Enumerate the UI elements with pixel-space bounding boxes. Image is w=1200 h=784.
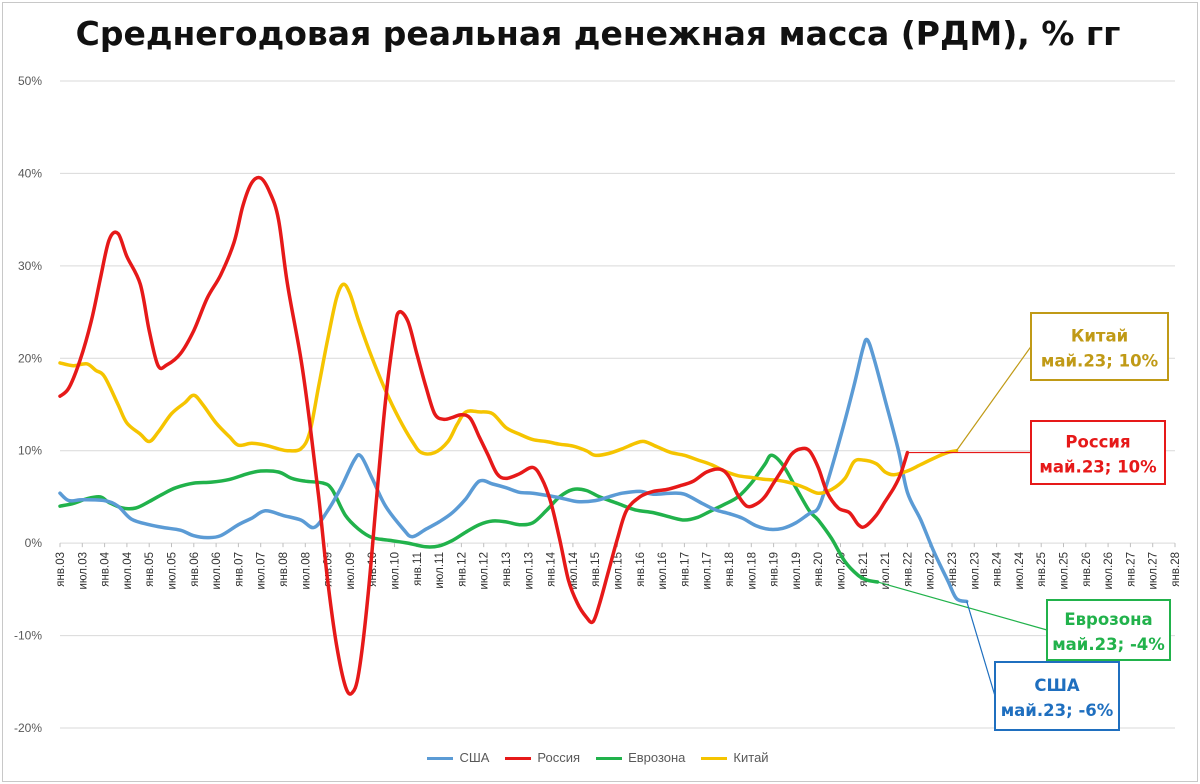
callout-leader [877, 581, 1048, 631]
x-tick-label: июл.12 [479, 552, 491, 590]
x-tick-label: июл.25 [1059, 552, 1071, 590]
callout-box [1030, 420, 1166, 485]
chart-title: Среднегодовая реальная денежная масса (Р… [75, 14, 1121, 53]
x-tick-label: янв.20 [813, 552, 825, 587]
y-tick-label: 0% [25, 536, 43, 550]
legend-swatch [701, 757, 728, 761]
x-tick-label: июл.06 [211, 552, 223, 590]
x-tick-label: июл.11 [434, 552, 446, 589]
y-tick-label: 40% [18, 166, 42, 180]
x-tick-label: янв.12 [456, 552, 468, 587]
x-tick-label: янв.04 [100, 551, 112, 586]
x-tick-label: июл.18 [746, 552, 758, 590]
x-tick-label: янв.28 [1170, 552, 1182, 587]
x-tick-label: июл.23 [969, 552, 981, 590]
x-tick-label: янв.17 [679, 552, 691, 587]
callout-leader [966, 601, 996, 697]
legend-label: США [459, 750, 490, 765]
y-axis-ticks: -20% -10% 0% 10% 20% 30% 40% 50% [14, 74, 42, 735]
x-tick-label: янв.19 [769, 552, 781, 587]
x-tick-label: янв.05 [144, 552, 156, 587]
x-tick-label: июл.10 [390, 552, 402, 590]
x-tick-label: июл.26 [1103, 552, 1115, 590]
legend-label: Еврозона [628, 750, 686, 765]
callout-value: май.23; -6% [1001, 701, 1114, 720]
x-tick-label: июл.21 [880, 552, 892, 590]
x-tick-label: янв.25 [1036, 552, 1048, 587]
x-axis-ticks: янв.03 июл.03 янв.04 июл.04 янв.05 июл.05 янв.… [55, 543, 1182, 590]
x-tick-label: янв.26 [1081, 552, 1093, 587]
series-line [58, 337, 969, 604]
callout-value: май.23; -4% [1052, 635, 1165, 654]
series-line [58, 282, 959, 495]
x-tick-label: июл.22 [925, 552, 937, 590]
x-tick-label: июл.19 [791, 552, 803, 590]
series-lines [58, 175, 969, 696]
legend-item: США [427, 750, 489, 765]
x-tick-label: июл.15 [613, 552, 625, 590]
x-tick-label: янв.03 [55, 552, 67, 587]
x-tick-label: июл.17 [702, 552, 714, 590]
x-tick-label: июл.16 [657, 552, 669, 590]
legend-item: Россия [505, 750, 580, 765]
x-tick-label: янв.14 [546, 551, 558, 586]
x-tick-label: янв.24 [992, 551, 1004, 586]
x-tick-label: июл.09 [345, 552, 357, 590]
series-line [58, 175, 910, 696]
x-tick-label: июл.04 [122, 551, 134, 589]
x-tick-label: июл.24 [1014, 551, 1026, 589]
x-tick-label: янв.16 [635, 552, 647, 587]
x-tick-label: янв.15 [590, 552, 602, 587]
y-tick-label: 20% [18, 351, 42, 365]
y-tick-label: -10% [14, 629, 42, 643]
x-tick-label: июл.14 [568, 551, 580, 589]
x-tick-label: июл.27 [1148, 552, 1160, 590]
x-tick-label: июл.07 [256, 552, 268, 590]
y-tick-label: 30% [18, 259, 42, 273]
callout-leader [955, 346, 1032, 452]
x-tick-label: янв.07 [233, 552, 245, 587]
x-tick-label: янв.22 [902, 552, 914, 587]
callout-box [994, 661, 1120, 731]
callouts: Китай май.23; 10% Россия май.23; 10% Еврозон… [877, 312, 1171, 731]
legend-label: Китай [733, 750, 769, 765]
callout-name: Еврозона [1064, 610, 1152, 629]
callout-box [1046, 599, 1171, 661]
gridlines [60, 80, 1175, 729]
callout-value: май.23; 10% [1039, 458, 1157, 477]
x-tick-label: янв.13 [501, 552, 513, 587]
callout-name: Китай [1071, 327, 1128, 346]
x-tick-label: июл.05 [167, 552, 179, 590]
x-tick-label: июл.03 [77, 552, 89, 590]
x-tick-label: янв.08 [278, 552, 290, 587]
y-tick-label: 10% [18, 444, 42, 458]
x-tick-label: янв.23 [947, 552, 959, 587]
series-line [58, 453, 880, 584]
legend-item: Еврозона [596, 750, 685, 765]
legend: США Россия Еврозона Китай [0, 750, 1196, 765]
callout-box [1030, 312, 1169, 381]
x-tick-label: янв.06 [189, 552, 201, 587]
y-tick-label: -20% [14, 721, 42, 735]
x-tick-label: янв.27 [1125, 552, 1137, 587]
legend-swatch [505, 757, 532, 761]
callout-name: Россия [1065, 433, 1130, 452]
legend-item: Китай [701, 750, 769, 765]
callout-name: США [1034, 676, 1079, 695]
legend-swatch [427, 757, 454, 761]
x-tick-label: июл.13 [523, 552, 535, 590]
legend-label: Россия [537, 750, 581, 765]
x-tick-label: янв.11 [412, 552, 424, 586]
x-tick-label: июл.08 [300, 552, 312, 590]
callout-value: май.23; 10% [1041, 352, 1159, 371]
legend-swatch [596, 757, 623, 761]
x-tick-label: янв.18 [724, 552, 736, 587]
y-tick-label: 50% [18, 74, 42, 88]
